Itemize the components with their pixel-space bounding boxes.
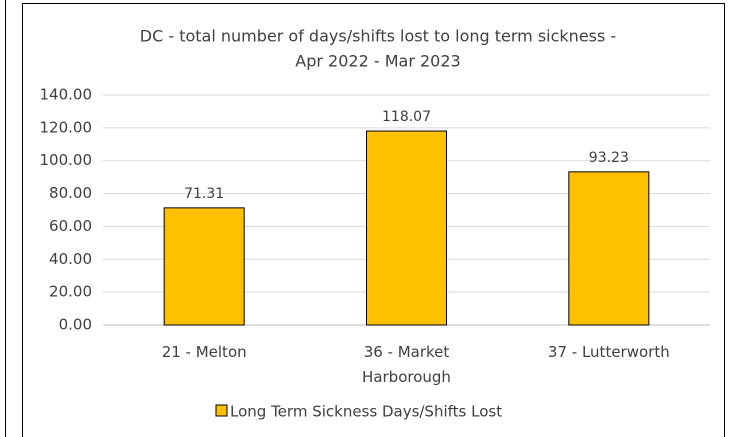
data-label: 118.07 xyxy=(382,109,431,125)
y-tick-label: 120.00 xyxy=(40,118,93,136)
x-tick-label: 37 - Lutterworth xyxy=(548,343,670,361)
x-tick-label: 36 - Market Harborough xyxy=(362,343,451,386)
x-tick-label: 21 - Melton xyxy=(162,343,247,361)
y-tick-label: 140.00 xyxy=(40,86,93,104)
legend-swatch xyxy=(215,404,228,417)
y-tick-label: 60.00 xyxy=(49,217,92,235)
y-tick-label: 40.00 xyxy=(49,250,92,268)
y-tick-label: 0.00 xyxy=(59,316,92,334)
chart-title: DC - total number of days/shifts lost to… xyxy=(140,27,616,46)
y-tick-label: 20.00 xyxy=(49,283,92,301)
y-tick-label: 80.00 xyxy=(49,184,92,202)
data-label: 93.23 xyxy=(589,150,629,166)
legend-label: Long Term Sickness Days/Shifts Lost xyxy=(230,403,502,421)
chart-title: Apr 2022 - Mar 2023 xyxy=(295,52,460,71)
bar xyxy=(366,130,447,326)
bar xyxy=(568,171,650,326)
data-label: 71.31 xyxy=(184,186,224,202)
y-tick-label: 100.00 xyxy=(40,151,93,169)
bar xyxy=(163,207,245,326)
